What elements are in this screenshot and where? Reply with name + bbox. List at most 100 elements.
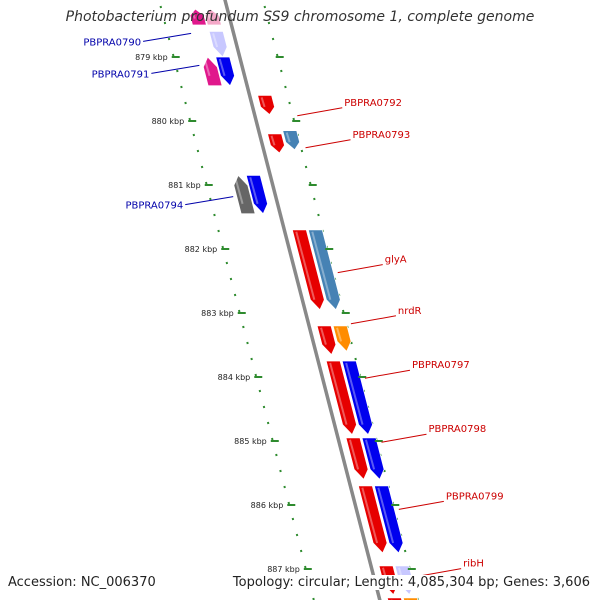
gene-label: PBPRA0798	[428, 424, 486, 435]
gene-highlight	[218, 58, 226, 77]
tick-dot	[271, 437, 274, 441]
gene-highlight	[361, 487, 379, 544]
tick-label: 880 kbp	[152, 117, 185, 126]
tick-dot	[295, 533, 299, 537]
label-leader	[381, 433, 427, 443]
gene-highlight	[249, 177, 259, 205]
gene-label: PBPRA0794	[125, 201, 183, 212]
gene-highlight	[260, 97, 266, 108]
tick-dot	[242, 325, 245, 329]
tick-dot	[350, 341, 353, 345]
gene-labels: PBPRA0790 PBPRA0791 PBPRA0792 PBPRA0793 PBPR…	[83, 32, 504, 578]
gene-highlight	[320, 327, 327, 345]
gene-arrow	[245, 174, 269, 215]
tick-label: 887 kbp	[267, 565, 300, 574]
tick-dot	[354, 357, 357, 361]
chromosome-backbone	[223, 0, 382, 600]
gene-highlight	[234, 177, 244, 205]
tick-label: 879 kbp	[135, 53, 168, 62]
gene-highlight	[285, 132, 291, 143]
label-leader	[143, 32, 192, 42]
tick-dot	[317, 213, 320, 217]
tick-dot	[383, 469, 386, 473]
tick-dot	[221, 245, 224, 249]
gene-arrow	[233, 174, 256, 215]
tick-dot	[192, 133, 196, 137]
map-title: Photobacterium profundum SS9 chromosome …	[65, 9, 535, 25]
gene-arrow	[357, 485, 388, 554]
tick-dot	[284, 85, 287, 89]
tick-dot	[292, 117, 295, 121]
tick-dot	[213, 213, 216, 217]
tick-label: 885 kbp	[234, 437, 267, 446]
tick-dot	[209, 197, 212, 201]
gene-arrow	[341, 360, 373, 436]
tick-dot	[300, 149, 304, 153]
tick-label: 883 kbp	[201, 309, 234, 318]
tick-dot	[196, 149, 200, 153]
gene-highlight	[377, 487, 395, 544]
tick-dot	[308, 181, 312, 185]
gene-arrow	[282, 130, 301, 151]
tick-dot	[275, 453, 278, 457]
gene-arrow	[345, 437, 369, 481]
gene-label: nrdR	[398, 306, 422, 317]
tick-dot	[246, 341, 249, 345]
tick-dot	[159, 5, 163, 9]
gene-arrow	[325, 360, 357, 436]
gene-label: PBPRA0797	[412, 360, 470, 371]
gene-arrow	[267, 133, 285, 154]
gene-highlight	[270, 135, 276, 146]
gene-highlight	[345, 362, 364, 425]
gene-highlight	[212, 33, 219, 48]
tick-dot	[299, 549, 303, 553]
tick-dot	[280, 69, 283, 73]
tick-dot	[233, 293, 237, 297]
label-leader	[151, 64, 200, 74]
tick-dot	[250, 357, 253, 361]
gene-arrow	[257, 95, 276, 116]
label-leader	[398, 500, 444, 510]
tick-label: 881 kbp	[168, 181, 201, 190]
tick-dot	[188, 117, 191, 121]
gene-highlight	[206, 10, 211, 19]
gene-arrow	[204, 8, 222, 26]
gene-highlight	[364, 439, 376, 470]
label-leader	[305, 139, 351, 149]
tick-dot	[275, 53, 279, 57]
tick-dot	[283, 485, 286, 489]
gene-arrow	[386, 597, 403, 600]
label-leader	[364, 369, 411, 379]
gene-label: glyA	[385, 255, 407, 266]
backbone-line	[223, 0, 382, 600]
tick-dot	[266, 421, 270, 425]
tick-dot	[271, 37, 275, 41]
label-leader	[350, 315, 397, 325]
tick-dot	[217, 229, 220, 233]
gene-label: PBPRA0792	[344, 98, 402, 109]
gene-arrow	[361, 437, 385, 481]
gene-arrow	[316, 325, 337, 356]
tick-dot	[176, 69, 179, 73]
accession-text: Accession: NC_006370	[8, 575, 156, 590]
tick-dot	[287, 501, 290, 505]
tick-dot	[167, 37, 171, 41]
gene-arrow	[307, 229, 341, 311]
gene-highlight	[348, 439, 360, 470]
tick-dot	[171, 53, 175, 57]
tick-dot	[263, 5, 267, 9]
tick-dot	[279, 469, 282, 473]
tick-dot	[238, 309, 241, 313]
tick-dot	[313, 197, 316, 201]
gene-label: ribH	[463, 559, 484, 570]
label-leader	[337, 264, 383, 274]
gene-arrow	[373, 485, 404, 554]
gene-arrow	[402, 597, 419, 600]
gene-label: PBPRA0793	[353, 130, 411, 141]
gene-highlight	[311, 231, 332, 301]
tick-dot	[304, 565, 307, 569]
gene-highlight	[203, 58, 211, 77]
tick-label: 884 kbp	[218, 373, 251, 382]
tick-label: 886 kbp	[251, 501, 284, 510]
